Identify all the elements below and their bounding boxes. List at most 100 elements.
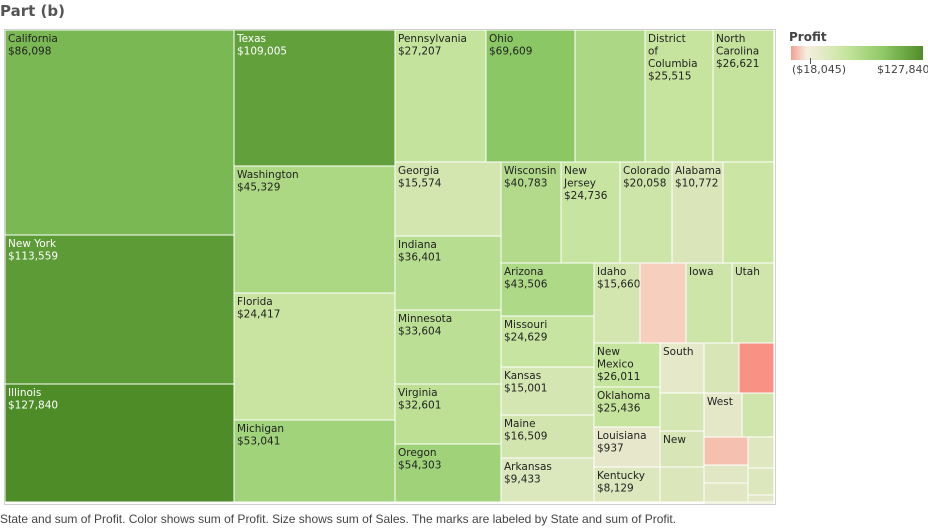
tile-profit-label: $26,011 [597,371,640,383]
treemap-tile-oklahoma[interactable]: Oklahoma$25,436 [593,386,661,428]
treemap-tile-unlabeled-46[interactable] [703,482,749,503]
tile-rect [233,292,396,421]
tile-state-label: Virginia [398,387,438,399]
legend-zero-tick [810,58,811,64]
treemap-tile-minnesota[interactable]: Minnesota$33,604 [394,309,502,385]
treemap-tile-kentucky[interactable]: Kentucky$8,129 [593,466,661,503]
treemap-tile-arkansas[interactable]: Arkansas$9,433 [500,457,595,503]
treemap-tile-unlabeled-33[interactable] [703,342,740,394]
treemap-tile-unlabeled-45[interactable] [703,464,749,484]
tile-rect [619,161,673,264]
treemap-tile-unlabeled-49[interactable] [703,501,775,504]
treemap-tile-unlabeled-34[interactable] [738,342,775,394]
legend-min-label: ($18,045) [792,63,847,76]
treemap-tile-unlabeled-28[interactable] [639,262,687,344]
treemap-tile-unlabeled-41[interactable] [703,436,749,466]
tile-rect [500,315,595,368]
tile-state-label: Jersey [563,178,596,190]
treemap-tile-alabama[interactable]: Alabama$10,772 [671,161,724,264]
tile-state-label: Oregon [398,447,437,459]
tile-rect [731,262,775,344]
tile-profit-label: $109,005 [237,46,287,58]
tile-profit-label: $16,509 [504,431,547,443]
treemap-tile-maine[interactable]: Maine$16,509 [500,414,595,459]
treemap-tile-unlabeled-36[interactable] [659,392,705,432]
treemap-tile-washington[interactable]: Washington$45,329 [233,165,396,294]
tile-state-label: Texas [236,33,266,45]
tile-state-label: Wisconsin [504,165,556,177]
treemap-tile-texas[interactable]: Texas$109,005 [233,30,396,167]
treemap-tile-south[interactable]: South [659,342,705,394]
tile-rect [639,262,687,344]
treemap-tile-illinois[interactable]: Illinois$127,840 [5,383,235,503]
tile-profit-label: $54,303 [398,460,441,472]
tile-rect [671,161,724,264]
treemap-tile-oregon[interactable]: Oregon$54,303 [394,443,502,503]
tile-state-label: South [663,346,694,358]
treemap-tile-unlabeled-17[interactable] [722,161,775,264]
treemap-tile-utah[interactable]: Utah [731,262,775,344]
treemap-tile-unlabeled-42[interactable] [747,436,775,469]
tile-profit-label: $24,736 [564,190,608,202]
tile-rect [394,443,502,503]
treemap-tile-unlabeled-38[interactable] [741,392,775,438]
tile-state-label: Colorado [623,165,670,177]
tile-rect [593,342,661,388]
tile-rect [5,30,235,236]
tile-rect [659,466,705,503]
treemap-tile-unlabeled-48[interactable] [747,494,775,503]
tile-state-label: Carolina [716,46,759,58]
treemap-tile-indiana[interactable]: Indiana$36,401 [394,235,502,311]
tile-rect [703,342,740,394]
tile-rect [747,436,775,469]
treemap-tile-louisiana[interactable]: Louisiana$937 [593,426,661,468]
treemap-tile-new[interactable]: New [659,430,705,468]
tile-rect [233,30,396,167]
tile-profit-label: $43,506 [504,279,548,291]
tile-rect [394,383,502,445]
tile-profit-label: $127,840 [8,400,58,412]
legend-title: Profit [789,30,827,44]
treemap-tile-idaho[interactable]: Idaho$15,660 [593,262,641,344]
tile-state-label: Georgia [398,165,439,177]
treemap-tile-unlabeled-44[interactable] [659,466,705,503]
tile-rect [394,309,502,385]
treemap-tile-unlabeled-9[interactable] [574,30,646,163]
tile-rect [500,414,595,459]
tile-rect [233,165,396,294]
tile-profit-label: $27,207 [398,46,441,58]
tile-profit-label: $10,772 [675,178,718,190]
treemap-tile-kansas[interactable]: Kansas$15,001 [500,366,595,416]
tile-profit-label: $40,783 [504,178,547,190]
tile-profit-label: $9,433 [504,474,541,486]
treemap-tile-florida[interactable]: Florida$24,417 [233,292,396,421]
tile-rect [703,482,749,503]
treemap-tile-iowa[interactable]: Iowa [685,262,733,344]
tile-rect [233,419,396,503]
treemap-tile-georgia[interactable]: Georgia$15,574 [394,161,502,237]
tile-rect [593,262,641,344]
treemap-tile-michigan[interactable]: Michigan$53,041 [233,419,396,503]
treemap-tile-wisconsin[interactable]: Wisconsin$40,783 [500,161,562,264]
tile-rect [659,392,705,432]
treemap-tile-new-york[interactable]: New York$113,559 [5,234,235,385]
tile-state-label: Columbia [648,58,698,70]
tile-state-label: West [707,396,733,408]
tile-rect [394,161,502,237]
treemap-tile-virginia[interactable]: Virginia$32,601 [394,383,502,445]
tile-state-label: of [648,46,658,58]
tile-state-label: California [8,33,58,45]
treemap-tile-ohio[interactable]: Ohio$69,609 [485,30,576,163]
treemap-tile-california[interactable]: California$86,098 [5,30,235,236]
tile-state-label: Oklahoma [597,390,650,402]
treemap-tile-arizona[interactable]: Arizona$43,506 [500,262,595,317]
treemap-tile-unlabeled-47[interactable] [747,467,775,496]
treemap-tile-missouri[interactable]: Missouri$24,629 [500,315,595,368]
treemap-tile-pennsylvania[interactable]: Pennsylvania$27,207 [394,30,487,163]
treemap-tile-colorado[interactable]: Colorado$20,058 [619,161,673,264]
treemap-tile-west[interactable]: West [703,392,743,438]
